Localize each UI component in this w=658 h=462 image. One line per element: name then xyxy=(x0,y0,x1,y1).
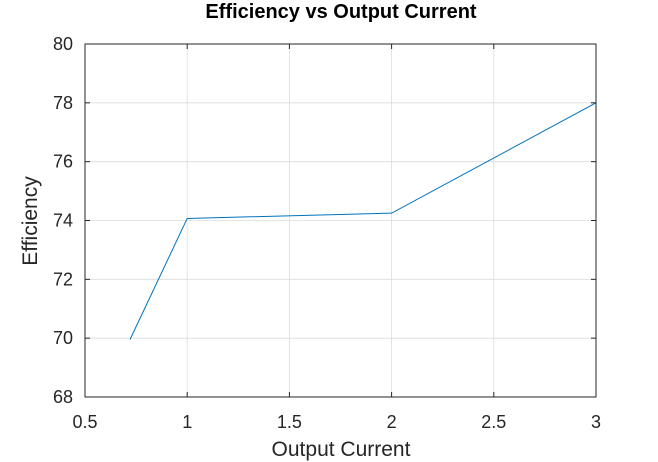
x-axis-label: Output Current xyxy=(272,438,411,461)
x-tick-label: 3 xyxy=(591,412,601,432)
series-line xyxy=(129,102,597,340)
y-tick-label: 76 xyxy=(53,152,73,172)
y-tick-label: 70 xyxy=(53,328,73,348)
x-tick-label: 2 xyxy=(387,412,397,432)
y-tick-label: 78 xyxy=(53,93,73,113)
x-tick-label: 0.5 xyxy=(72,412,97,432)
plot-area xyxy=(129,102,597,340)
y-axis-label: Efficiency xyxy=(19,176,42,266)
x-tick-label: 1.5 xyxy=(277,412,302,432)
y-tick-labels: 68 70 72 74 76 78 80 xyxy=(53,34,73,407)
y-tick-label: 74 xyxy=(53,211,73,231)
x-tick-label: 2.5 xyxy=(481,412,506,432)
y-tick-label: 68 xyxy=(53,387,73,407)
x-tick-label: 1 xyxy=(182,412,192,432)
y-tick-label: 72 xyxy=(53,269,73,289)
x-tick-labels: 0.5 1 1.5 2 2.5 3 xyxy=(72,412,601,432)
axis-ticks xyxy=(84,43,597,398)
chart-title: Efficiency vs Output Current xyxy=(205,1,476,23)
y-tick-label: 80 xyxy=(53,34,73,54)
